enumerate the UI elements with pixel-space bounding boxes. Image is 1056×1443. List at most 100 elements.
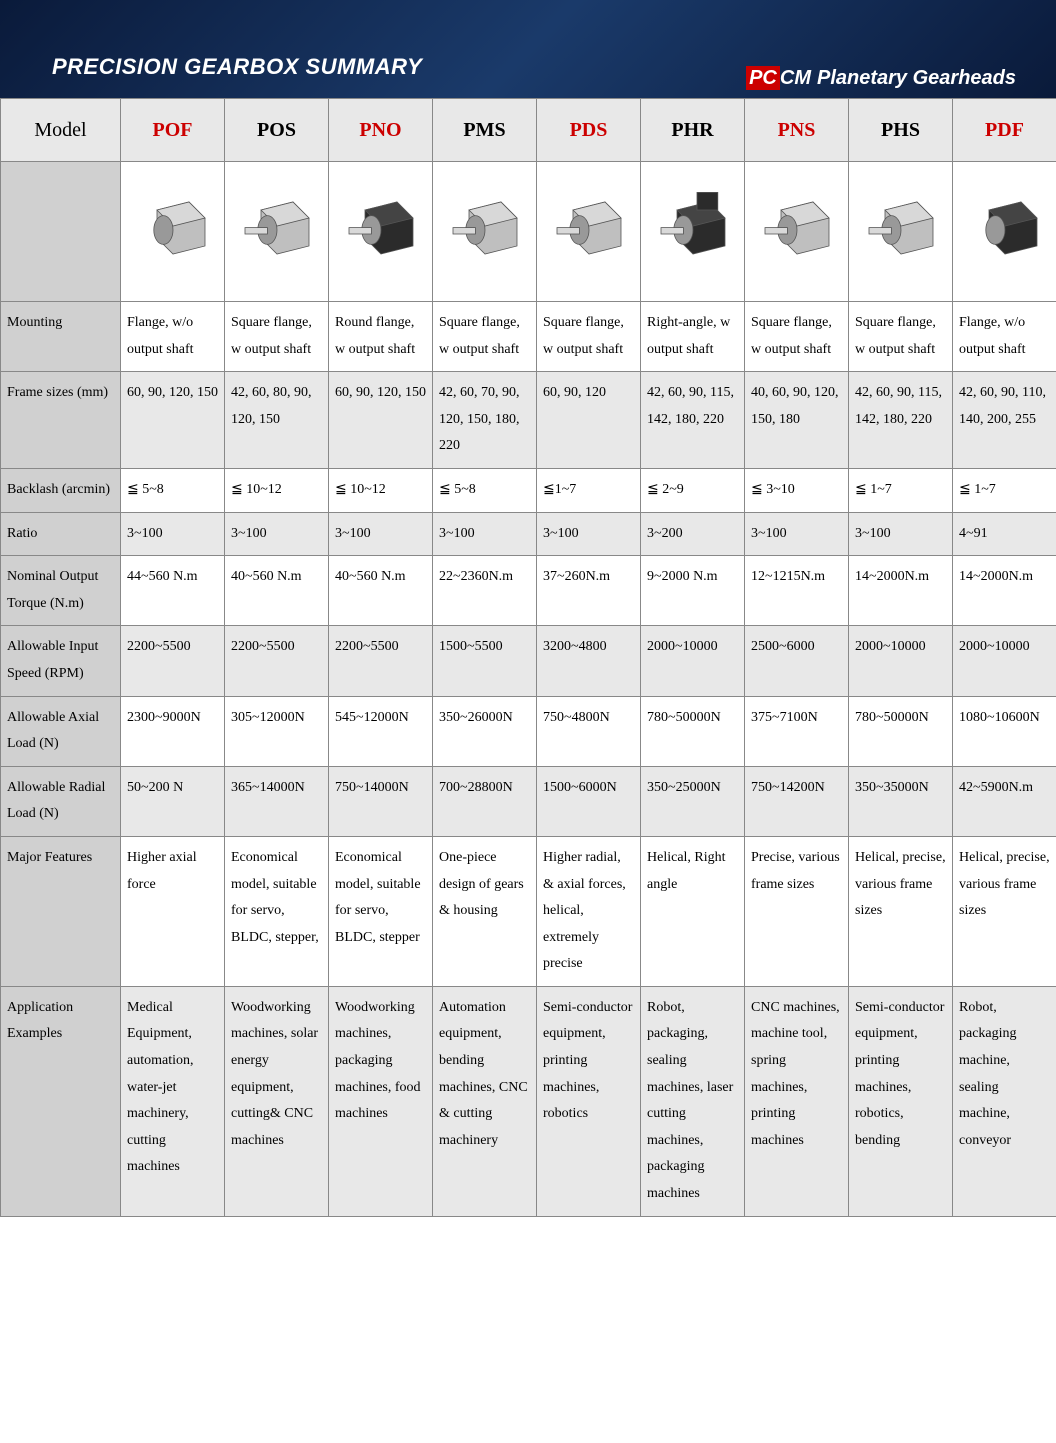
row-label: Allowable Input Speed (RPM) — [1, 626, 121, 696]
data-cell: Right-angle, w output shaft — [641, 302, 745, 372]
data-cell: 780~50000N — [849, 696, 953, 766]
col-header-pds: PDS — [537, 99, 641, 162]
data-cell: Square flange, w output shaft — [433, 302, 537, 372]
data-cell: 42~5900N.m — [953, 766, 1056, 836]
table-row: Backlash (arcmin)≦ 5~8≦ 10~12≦ 10~12≦ 5~… — [1, 468, 1056, 512]
data-cell: 305~12000N — [225, 696, 329, 766]
data-cell: 42, 60, 90, 115, 142, 180, 220 — [641, 372, 745, 469]
data-cell: 3~100 — [849, 512, 953, 556]
data-cell: 350~25000N — [641, 766, 745, 836]
page-header: PRECISION GEARBOX SUMMARY PCCMPlanetary … — [0, 0, 1056, 98]
data-cell: Automation equipment, bending machines, … — [433, 986, 537, 1216]
data-cell: 2200~5500 — [121, 626, 225, 696]
data-cell: 750~14000N — [329, 766, 433, 836]
data-cell: 2200~5500 — [225, 626, 329, 696]
table-row: MountingFlange, w/o output shaftSquare f… — [1, 302, 1056, 372]
image-row-label — [1, 162, 121, 302]
data-cell: ≦ 5~8 — [121, 468, 225, 512]
data-cell: 42, 60, 90, 110, 140, 200, 255 — [953, 372, 1056, 469]
table-row: Application ExamplesMedical Equipment, a… — [1, 986, 1056, 1216]
row-label: Allowable Radial Load (N) — [1, 766, 121, 836]
product-image-pms — [433, 162, 537, 302]
col-header-pno: PNO — [329, 99, 433, 162]
data-cell: 22~2360N.m — [433, 556, 537, 626]
data-cell: 14~2000N.m — [849, 556, 953, 626]
data-cell: 42, 60, 90, 115, 142, 180, 220 — [849, 372, 953, 469]
data-cell: 9~2000 N.m — [641, 556, 745, 626]
col-header-phr: PHR — [641, 99, 745, 162]
table-row: Allowable Input Speed (RPM)2200~55002200… — [1, 626, 1056, 696]
data-cell: Round flange, w output shaft — [329, 302, 433, 372]
brand-cm: CM — [780, 67, 817, 89]
data-cell: Higher radial, & axial forces, helical, … — [537, 836, 641, 986]
table-row: Allowable Radial Load (N)50~200 N365~140… — [1, 766, 1056, 836]
data-cell: ≦1~7 — [537, 468, 641, 512]
gearbox-icon — [965, 186, 1045, 266]
data-cell: Flange, w/o output shaft — [121, 302, 225, 372]
row-label: Frame sizes (mm) — [1, 372, 121, 469]
data-cell: Square flange, w output shaft — [745, 302, 849, 372]
data-cell: 375~7100N — [745, 696, 849, 766]
data-cell: ≦ 10~12 — [225, 468, 329, 512]
data-cell: 3~200 — [641, 512, 745, 556]
data-cell: Robot, packaging, sealing machines, lase… — [641, 986, 745, 1216]
model-header-cell: Model — [1, 99, 121, 162]
data-cell: Square flange, w output shaft — [537, 302, 641, 372]
data-cell: 350~35000N — [849, 766, 953, 836]
gearbox-icon — [445, 186, 525, 266]
product-image-pds — [537, 162, 641, 302]
data-cell: ≦ 3~10 — [745, 468, 849, 512]
data-cell: 700~28800N — [433, 766, 537, 836]
row-label: Mounting — [1, 302, 121, 372]
row-label: Nominal Output Torque (N.m) — [1, 556, 121, 626]
gearbox-icon — [757, 186, 837, 266]
data-cell: Flange, w/o output shaft — [953, 302, 1056, 372]
gearbox-icon — [133, 186, 213, 266]
gearbox-icon — [861, 186, 941, 266]
data-cell: 40~560 N.m — [329, 556, 433, 626]
table-row: Nominal Output Torque (N.m)44~560 N.m40~… — [1, 556, 1056, 626]
data-cell: 1500~5500 — [433, 626, 537, 696]
data-cell: 60, 90, 120 — [537, 372, 641, 469]
data-cell: 42, 60, 70, 90, 120, 150, 180, 220 — [433, 372, 537, 469]
data-cell: Semi-conductor equipment, printing machi… — [849, 986, 953, 1216]
data-cell: 3200~4800 — [537, 626, 641, 696]
data-cell: Medical Equipment, automation, water-jet… — [121, 986, 225, 1216]
product-image-pns — [745, 162, 849, 302]
col-header-phs: PHS — [849, 99, 953, 162]
data-cell: 3~100 — [225, 512, 329, 556]
data-cell: 60, 90, 120, 150 — [121, 372, 225, 469]
data-cell: Economical model, suitable for servo, BL… — [329, 836, 433, 986]
product-image-pdf — [953, 162, 1056, 302]
col-header-pof: POF — [121, 99, 225, 162]
row-label: Major Features — [1, 836, 121, 986]
data-cell: 3~100 — [121, 512, 225, 556]
table-row: Frame sizes (mm)60, 90, 120, 15042, 60, … — [1, 372, 1056, 469]
gearbox-icon — [653, 186, 733, 266]
row-label: Allowable Axial Load (N) — [1, 696, 121, 766]
col-header-pos: POS — [225, 99, 329, 162]
data-cell: Helical, Right angle — [641, 836, 745, 986]
data-cell: 60, 90, 120, 150 — [329, 372, 433, 469]
product-image-pno — [329, 162, 433, 302]
data-cell: 2300~9000N — [121, 696, 225, 766]
col-header-pms: PMS — [433, 99, 537, 162]
data-cell: 40, 60, 90, 120, 150, 180 — [745, 372, 849, 469]
gearbox-icon — [549, 186, 629, 266]
data-cell: Robot, packaging machine, sealing machin… — [953, 986, 1056, 1216]
image-row — [1, 162, 1056, 302]
col-header-pns: PNS — [745, 99, 849, 162]
data-cell: 1500~6000N — [537, 766, 641, 836]
data-cell: 2200~5500 — [329, 626, 433, 696]
col-header-pdf: PDF — [953, 99, 1056, 162]
data-cell: Square flange, w output shaft — [225, 302, 329, 372]
page-title: PRECISION GEARBOX SUMMARY — [52, 54, 422, 80]
data-cell: 3~100 — [745, 512, 849, 556]
data-cell: 750~14200N — [745, 766, 849, 836]
product-image-pof — [121, 162, 225, 302]
data-cell: Woodworking machines, solar energy equip… — [225, 986, 329, 1216]
data-cell: 3~100 — [433, 512, 537, 556]
product-image-pos — [225, 162, 329, 302]
gearbox-icon — [237, 186, 317, 266]
data-cell: 780~50000N — [641, 696, 745, 766]
